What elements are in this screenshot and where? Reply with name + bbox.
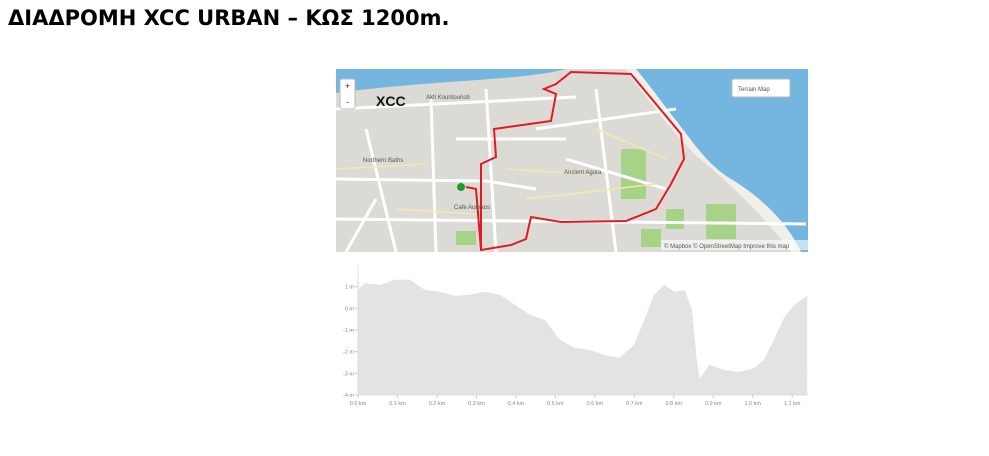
y-tick-label: -2 m: [343, 350, 354, 356]
x-tick-label: 0.7 km: [626, 401, 643, 407]
street-label: Akti Kountourioti: [426, 95, 470, 101]
park: [666, 209, 684, 229]
x-tick-label: 0.4 km: [508, 401, 525, 407]
park: [621, 149, 646, 199]
x-tick-label: 1.0 km: [744, 401, 761, 407]
attribution[interactable]: © Mapbox © OpenStreetMap Improve this ma…: [664, 243, 790, 250]
poi-label: Northern Baths: [363, 158, 403, 164]
layer-button[interactable]: [731, 78, 791, 98]
page-title: ΔΙΑΔΡΟΜΗ XCC URBAN – ΚΩΣ 1200m.: [8, 6, 450, 30]
park: [456, 231, 476, 245]
map: + - XCC Terrain Map Akti Kountourioti No…: [336, 69, 808, 252]
x-tick-label: 0.5 km: [547, 401, 564, 407]
y-tick-label: -1 m: [343, 328, 354, 334]
map-sea: [636, 69, 808, 252]
x-tick-label: 0.3 km: [468, 401, 485, 407]
x-tick-label: 0.9 km: [705, 401, 722, 407]
route-start: [457, 183, 465, 191]
elevation-line: [357, 279, 808, 382]
y-tick-label: -3 m: [343, 371, 354, 377]
x-tick-label: 0.0 km: [350, 401, 367, 407]
y-tick-label: 1 m: [345, 285, 355, 291]
x-tick-label: 0.2 km: [429, 401, 446, 407]
y-tick-label: 0 m: [345, 306, 355, 312]
zoom-out[interactable]: -: [346, 97, 349, 107]
y-tick-label: -4 m: [343, 393, 354, 399]
map-streets: [336, 88, 807, 252]
layer-button-label[interactable]: Terrain Map: [738, 87, 770, 93]
park: [641, 229, 661, 247]
map-sea: [336, 69, 566, 93]
x-tick-label: 0.8 km: [666, 401, 683, 407]
poi-label: Ancient Agora: [564, 170, 602, 176]
zoom-control: [339, 78, 356, 110]
map-minor-streets: [336, 128, 667, 215]
x-tick-label: 1.1 km: [784, 401, 801, 407]
poi-label: Cafe Aumaos: [454, 205, 490, 211]
x-tick-label: 0.6 km: [587, 401, 604, 407]
place-label: XCC: [376, 93, 406, 109]
area-fill: [358, 280, 808, 395]
zoom-in[interactable]: +: [345, 81, 350, 91]
attribution-bg: [661, 240, 808, 250]
route: [465, 70, 686, 252]
x-tick-label: 0.1 km: [389, 401, 406, 407]
